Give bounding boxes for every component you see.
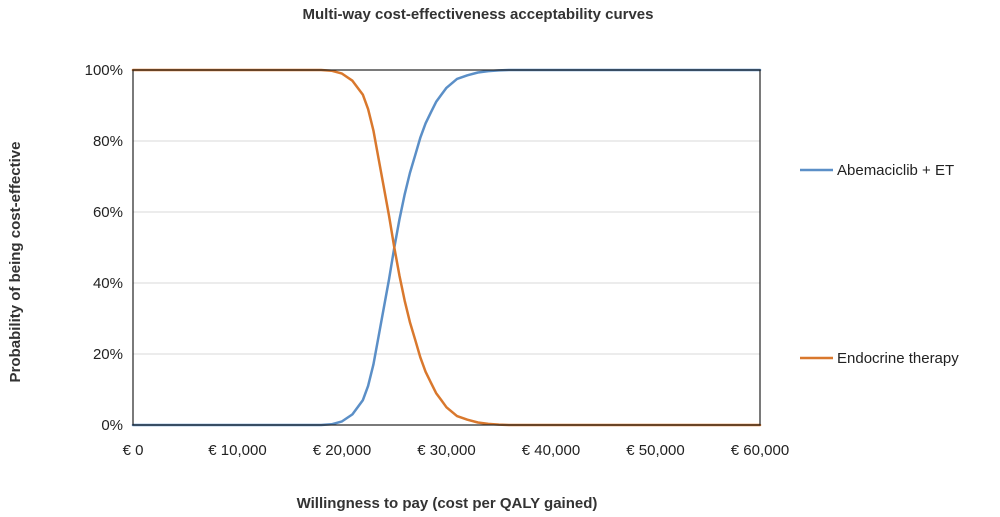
x-tick-labels: € 0 € 10,000 € 20,000 € 30,000 € 40,000 € 50,… [123,442,790,459]
x-tick-label: € 40,000 [522,442,580,459]
legend-label-endocrine-therapy: Endocrine therapy [837,350,959,367]
plot-frame [132,69,761,426]
chart-title: Multi-way cost-effectiveness acceptabili… [303,6,654,23]
y-tick-label: 60% [93,204,123,221]
x-tick-label: € 30,000 [417,442,475,459]
grid-lines [133,140,760,355]
series-line-endocrine-therapy [131,68,762,427]
x-axis-title: Willingness to pay (cost per QALY gained… [297,495,598,512]
x-tick-label: € 60,000 [731,442,789,459]
series-lines [131,68,762,427]
y-axis-title: Probability of being cost-effective [7,142,24,383]
y-tick-labels: 0% 20% 40% 60% 80% 100% [85,62,123,434]
x-tick-label: € 50,000 [626,442,684,459]
legend-label-abemaciclib-et: Abemaciclib + ET [837,162,954,179]
x-tick-label: € 20,000 [313,442,371,459]
series-line-abemaciclib-et [131,68,762,427]
x-tick-label: € 10,000 [208,442,266,459]
legend: Abemaciclib + ET Endocrine therapy [800,162,959,367]
y-tick-label: 0% [101,417,123,434]
x-tick-label: € 0 [123,442,144,459]
y-tick-label: 80% [93,133,123,150]
y-tick-label: 100% [85,62,123,79]
y-tick-label: 20% [93,346,123,363]
y-tick-label: 40% [93,275,123,292]
